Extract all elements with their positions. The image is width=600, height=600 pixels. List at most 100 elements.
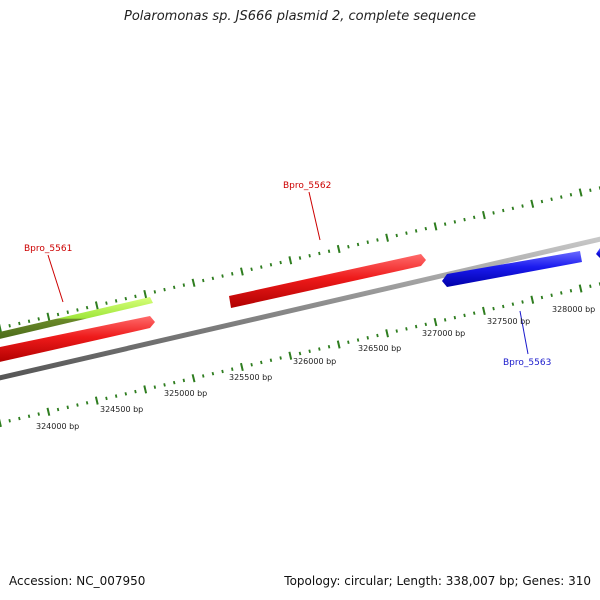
gene-feature-bpro-5561[interactable] — [0, 316, 155, 363]
minor-tick — [37, 412, 40, 416]
minor-tick — [134, 294, 137, 299]
minor-tick — [85, 305, 89, 310]
major-tick — [578, 284, 583, 293]
gene-label-bpro-5562[interactable]: Bpro_5562 — [283, 181, 331, 191]
minor-tick — [308, 349, 311, 353]
minor-tick — [153, 385, 157, 389]
minor-tick — [124, 392, 128, 396]
major-tick — [433, 222, 438, 231]
minor-tick — [492, 211, 495, 215]
major-tick — [240, 362, 244, 372]
major-tick — [143, 289, 148, 299]
sequence-backbone — [0, 236, 600, 381]
minor-tick — [134, 389, 137, 394]
major-tick — [0, 418, 2, 428]
minor-tick — [414, 324, 418, 329]
major-tick — [385, 329, 389, 338]
minor-tick — [231, 272, 234, 276]
major-tick — [143, 385, 148, 394]
scale-label: 324500 bp — [100, 405, 143, 414]
major-tick — [336, 244, 341, 254]
major-tick — [336, 340, 341, 349]
gene-feature-bpro-5563[interactable] — [442, 251, 582, 287]
gene-bpro-5561-region[interactable] — [0, 297, 155, 363]
minor-tick — [453, 315, 457, 320]
major-tick — [385, 233, 389, 242]
minor-tick — [27, 319, 31, 323]
minor-tick — [172, 285, 176, 290]
minor-tick — [443, 222, 447, 226]
minor-tick — [560, 291, 563, 295]
minor-tick — [279, 260, 282, 265]
scale-label: 327000 bp — [422, 329, 465, 338]
minor-tick — [105, 396, 108, 401]
minor-tick — [405, 327, 408, 331]
leader-line-bpro-5562 — [308, 191, 321, 241]
gene-feature-bpro-5562[interactable] — [229, 254, 426, 308]
minor-tick — [327, 249, 331, 253]
scale-label: 325000 bp — [164, 389, 207, 398]
minor-tick — [318, 251, 321, 256]
minor-tick — [269, 263, 273, 267]
minor-tick — [511, 206, 515, 211]
minor-tick — [589, 284, 592, 288]
minor-tick — [250, 267, 253, 272]
minor-tick — [298, 351, 302, 356]
minor-tick — [114, 299, 118, 303]
minor-tick — [405, 231, 408, 235]
minor-tick — [463, 217, 466, 222]
minor-tick — [27, 414, 31, 418]
minor-tick — [76, 403, 79, 407]
minor-tick — [211, 371, 215, 376]
gene-label-bpro-5561[interactable]: Bpro_5561 — [24, 244, 72, 254]
major-tick — [0, 323, 2, 333]
major-tick — [94, 301, 99, 310]
minor-tick — [376, 238, 379, 242]
major-tick — [482, 306, 486, 316]
major-tick — [46, 407, 51, 416]
minor-tick — [511, 302, 515, 306]
minor-tick — [395, 233, 398, 238]
minor-tick — [308, 254, 311, 258]
minor-tick — [424, 322, 428, 327]
major-tick — [94, 396, 99, 405]
minor-tick — [560, 195, 563, 199]
major-tick — [46, 312, 51, 321]
minor-tick — [492, 306, 495, 311]
minor-tick — [550, 293, 553, 297]
minor-tick — [424, 226, 428, 231]
major-tick — [433, 317, 438, 327]
minor-tick — [395, 329, 398, 333]
minor-tick — [163, 287, 166, 292]
minor-tick — [260, 360, 263, 365]
minor-tick — [502, 208, 505, 213]
major-tick — [191, 374, 196, 383]
minor-tick — [366, 240, 369, 244]
minor-tick — [221, 369, 224, 374]
minor-tick — [443, 318, 447, 322]
minor-tick — [153, 290, 157, 294]
minor-tick — [463, 313, 466, 318]
gene-feature-partial[interactable] — [596, 248, 600, 258]
minor-tick — [550, 197, 553, 202]
minor-tick — [318, 347, 321, 351]
minor-tick — [163, 383, 166, 387]
minor-tick — [56, 407, 60, 412]
outer-tick-ring — [0, 186, 600, 333]
minor-tick — [472, 311, 476, 315]
minor-tick — [260, 265, 263, 269]
minor-tick — [211, 276, 215, 281]
minor-tick — [172, 380, 176, 385]
gene-label-bpro-5563[interactable]: Bpro_5563 — [503, 358, 551, 368]
map-title: Polaromonas sp. JS666 plasmid 2, complet… — [123, 9, 476, 24]
minor-tick — [221, 274, 224, 278]
minor-tick — [414, 229, 418, 233]
minor-tick — [502, 304, 505, 309]
minor-tick — [453, 220, 457, 224]
minor-tick — [105, 301, 108, 305]
gene-feature-other[interactable] — [0, 297, 153, 340]
minor-tick — [521, 204, 524, 208]
minor-tick — [56, 312, 60, 317]
minor-tick — [66, 405, 69, 410]
